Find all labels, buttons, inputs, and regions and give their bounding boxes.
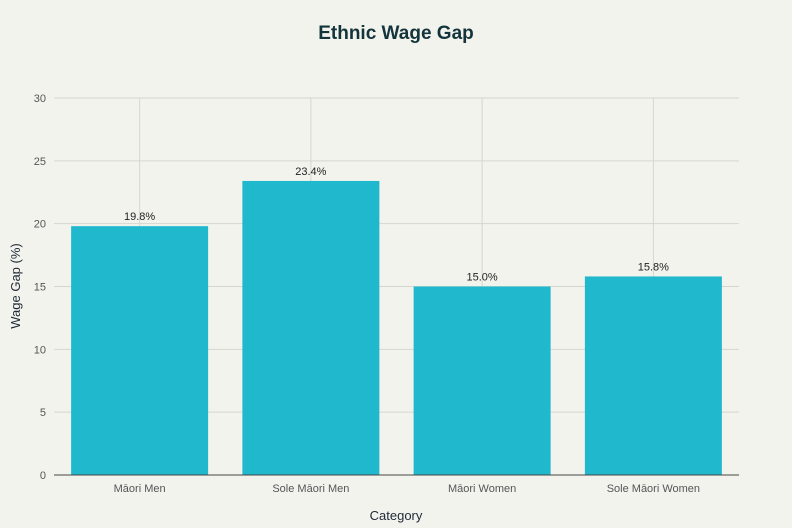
- x-axis-ticks: Māori Men Sole Māori Men Māori Women Sole M…: [114, 483, 700, 495]
- bar-value-label: 19.8%: [124, 211, 155, 223]
- bar: [584, 276, 722, 475]
- bar-value-label: 15.0%: [467, 272, 498, 284]
- x-tick-label: Māori Men: [114, 483, 166, 495]
- bar: [242, 180, 380, 475]
- y-axis-ticks: 0 5 10 15 20 25 30: [34, 93, 46, 482]
- y-axis-title: Wage Gap (%): [8, 243, 23, 329]
- bars: [71, 180, 722, 475]
- data-labels: 19.8% 23.4% 15.0% 15.8%: [124, 166, 669, 284]
- y-tick-label: 20: [34, 219, 46, 231]
- y-tick-label: 30: [34, 93, 46, 105]
- bar: [413, 286, 551, 475]
- chart-title: Ethnic Wage Gap: [318, 23, 474, 44]
- y-tick-label: 0: [40, 470, 46, 482]
- bar-value-label: 23.4%: [295, 166, 326, 178]
- x-tick-label: Māori Women: [448, 483, 516, 495]
- x-tick-label: Sole Māori Men: [272, 483, 349, 495]
- y-tick-label: 10: [34, 344, 46, 356]
- x-tick-label: Sole Māori Women: [607, 483, 700, 495]
- y-tick-label: 25: [34, 156, 46, 168]
- y-tick-label: 15: [34, 282, 46, 294]
- bar: [71, 226, 209, 475]
- x-axis-title: Category: [370, 508, 423, 523]
- bar-value-label: 15.8%: [638, 261, 669, 273]
- y-tick-label: 5: [40, 407, 46, 419]
